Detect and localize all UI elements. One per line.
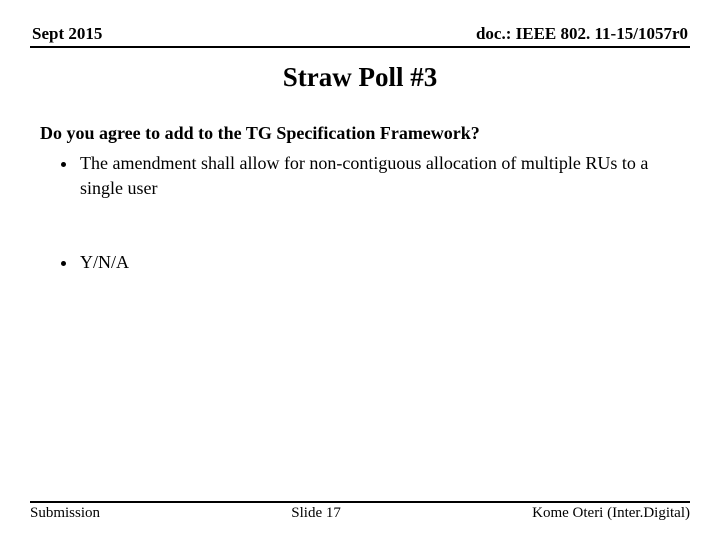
slide-header: Sept 2015 doc.: IEEE 802. 11-15/1057r0 (30, 24, 690, 48)
footer-row: Submission Slide 17 Kome Oteri (Inter.Di… (30, 505, 690, 522)
spacer (40, 204, 680, 250)
slide-footer: Submission Slide 17 Kome Oteri (Inter.Di… (30, 501, 690, 522)
header-date: Sept 2015 (32, 24, 102, 44)
list-item: Y/N/A (78, 250, 680, 274)
footer-center: Slide 17 (291, 505, 341, 522)
slide-title: Straw Poll #3 (30, 62, 690, 93)
slide-body: Do you agree to add to the TG Specificat… (30, 121, 690, 274)
poll-question: Do you agree to add to the TG Specificat… (40, 121, 680, 145)
footer-rule (30, 501, 690, 503)
slide-page: Sept 2015 doc.: IEEE 802. 11-15/1057r0 S… (0, 0, 720, 540)
bullet-list-b: Y/N/A (40, 250, 680, 274)
bullet-list-a: The amendment shall allow for non-contig… (40, 151, 680, 200)
header-docref: doc.: IEEE 802. 11-15/1057r0 (476, 24, 688, 44)
footer-right: Kome Oteri (Inter.Digital) (532, 505, 690, 522)
footer-left: Submission (30, 505, 100, 522)
list-item: The amendment shall allow for non-contig… (78, 151, 680, 200)
